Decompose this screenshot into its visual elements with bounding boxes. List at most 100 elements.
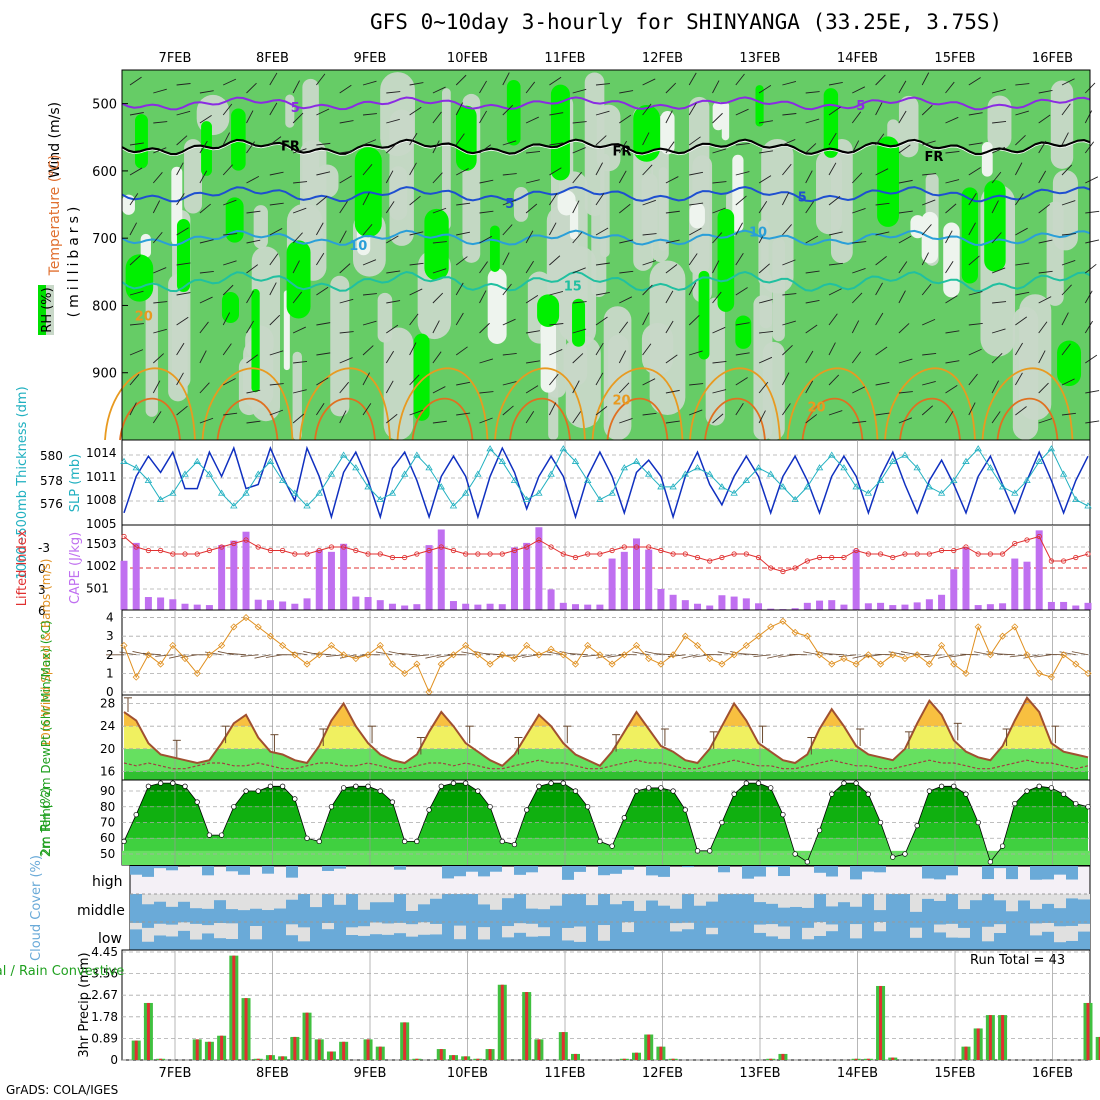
rh2m-marker [499, 838, 505, 845]
cape-bar [449, 601, 457, 610]
wind-barb [828, 313, 838, 326]
thickness-marker [779, 483, 787, 490]
precip-conv-bar [378, 1046, 382, 1060]
cloud-low-gap [250, 925, 262, 940]
lifted-index-marker [597, 551, 603, 557]
wind-barb [921, 224, 932, 236]
rh2m-marker [792, 851, 798, 857]
precip-bars [131, 955, 1100, 1060]
lifted-index-marker [780, 568, 786, 575]
rh2m-marker [1073, 800, 1079, 807]
lifted-index-marker [1085, 551, 1091, 557]
cape-bar [901, 604, 909, 610]
cloud-low-gap [406, 924, 418, 937]
cloud-high-bar [202, 866, 214, 876]
wind-barb [712, 291, 722, 304]
rh2m-series [121, 780, 1091, 865]
rh-moist-blob [735, 315, 752, 349]
rh2m-marker [255, 788, 261, 794]
wind-barb [316, 195, 328, 206]
rh2m-marker [768, 785, 774, 791]
wind10m-barb [681, 654, 698, 659]
cloud-low-gap [598, 925, 610, 941]
precip-conv-bar [329, 1051, 333, 1060]
precip-conv-bar [1086, 1002, 1090, 1060]
wind-barb [549, 112, 564, 116]
thickness-marker [498, 457, 506, 464]
cloud-mid-gap [610, 894, 622, 905]
thickness-marker [205, 470, 214, 477]
wind-barb [502, 352, 517, 356]
precip-conv-bar [488, 1049, 492, 1060]
wind-barb [129, 222, 138, 236]
wind-barb [1038, 114, 1051, 124]
cape-bar [157, 597, 165, 610]
cloud-low-gap [346, 927, 358, 936]
temp2m-tick: 20 [100, 742, 115, 756]
cloud-high-bar [874, 866, 886, 873]
lifted-index-marker [158, 547, 164, 554]
cloud-mid-gap [334, 894, 346, 905]
precip-conv-bar [232, 955, 236, 1060]
cape-grid [122, 525, 1090, 610]
lifted-index-marker [353, 547, 359, 554]
wind-barb [595, 316, 608, 326]
precip-ticks: 0 0.89 1.78 2.67 3.56 4.45 [91, 945, 118, 1067]
cloud-low-gap [1030, 923, 1042, 936]
rh2m-marker [548, 780, 554, 786]
wind-barb [945, 295, 958, 304]
thickness-marker [730, 489, 738, 496]
rh-dry-blob [761, 138, 794, 294]
rh-dry-blob [563, 340, 588, 386]
cloud-high-bar [478, 866, 490, 877]
wind10m-tick: 1 [106, 666, 114, 680]
wind-barb [619, 418, 633, 424]
ylabel-temperature: Temperature (°C) [47, 155, 63, 277]
thickness-marker [1035, 457, 1043, 464]
contour-25 [996, 397, 1059, 441]
cloud-high-bar [490, 866, 502, 872]
wind-barb [1061, 312, 1069, 326]
cloud-low-gap [154, 923, 166, 936]
contour-10 [121, 229, 1091, 247]
wind10m-barb [228, 652, 247, 656]
cloud-level-middle: middle [77, 903, 125, 919]
wind10m-marker [584, 641, 592, 650]
contour-label: 10 [349, 239, 367, 254]
rh2m-marker [365, 783, 371, 789]
rh-moist-blob [221, 291, 240, 323]
wind-barb [618, 350, 627, 364]
cloud-mid-gap [154, 894, 166, 902]
rh2m-marker [402, 838, 408, 845]
tick-578: 578 [40, 474, 63, 488]
wind10m-marker [462, 641, 470, 650]
wind-barb [851, 292, 863, 304]
wind-barb [432, 351, 442, 364]
wind-barb [549, 167, 562, 176]
wind10m-barb [510, 654, 527, 659]
cape-bar [669, 594, 677, 610]
wind-barb [875, 74, 886, 86]
cape-bar [510, 547, 518, 610]
rh2m-marker [157, 780, 164, 786]
cloud-mid-gap [826, 894, 838, 907]
wind10m-marker [803, 632, 811, 640]
wind-barb [1061, 103, 1071, 116]
cape-bar [828, 600, 836, 610]
rh2m-marker [328, 804, 335, 810]
wind-barb [852, 420, 867, 424]
wind10m-frame [121, 609, 1091, 696]
date-label-bottom: 8FEB [256, 1066, 289, 1081]
ylabel-wind: Wind (m/s) [47, 102, 63, 178]
cape-bar [559, 602, 567, 610]
wind-barb [129, 402, 137, 416]
wind-barb [549, 222, 557, 236]
wind-barb [246, 264, 259, 274]
precip-conv-bar [879, 985, 883, 1060]
wind-barb [968, 348, 982, 356]
cloud-mid-gap [850, 894, 862, 907]
cape-bar [608, 558, 616, 610]
wind10m-barb [1059, 651, 1076, 656]
slp-ticks: 576 578 580 1005 1008 1011 1014 [40, 446, 117, 531]
rh-moist-blob [823, 88, 839, 158]
